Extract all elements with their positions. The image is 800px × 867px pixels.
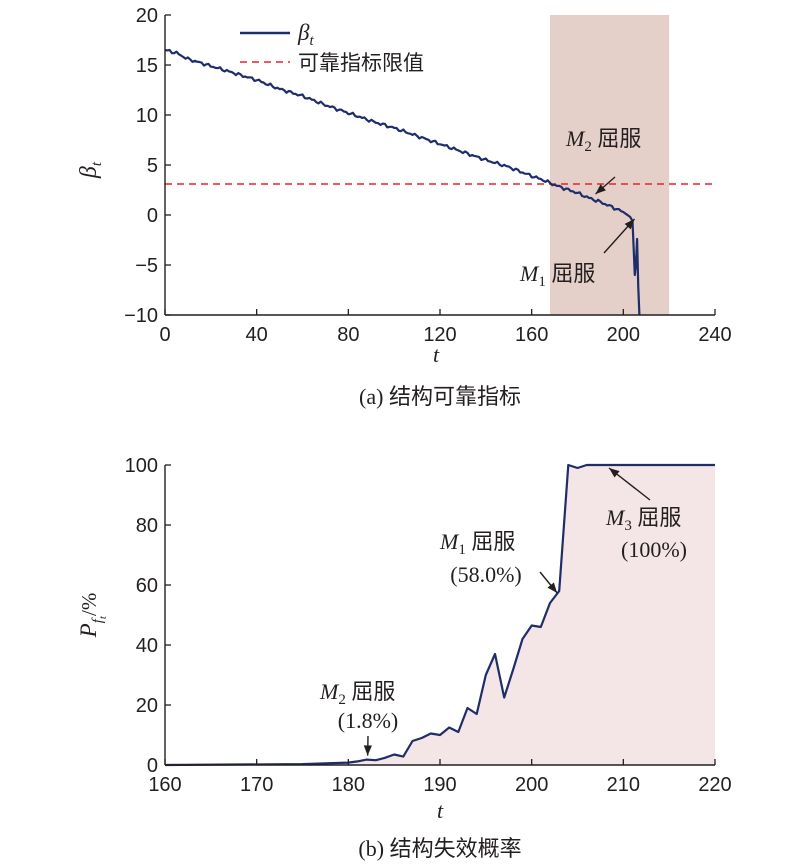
b-annotation-m1: M1 屈服 (439, 529, 515, 558)
a-panel-caption: (a) 结构可靠指标 (359, 384, 521, 409)
a-x-tick-label: 80 (337, 324, 359, 346)
b-y-tick-label: 40 (136, 635, 158, 657)
b-y-axis-label: Pft/% (76, 593, 109, 639)
b-annotation-m3: M3 屈服 (605, 505, 681, 534)
b-arrow-m1-head (547, 582, 558, 593)
b-y-tick-label: 80 (136, 515, 158, 537)
a-x-tick-label: 200 (607, 324, 640, 346)
b-x-tick-label: 190 (423, 774, 456, 796)
b-panel-caption: (b) 结构失效概率 (358, 836, 521, 861)
b-failure-area (165, 465, 715, 765)
a-arrow-m2-head (595, 184, 606, 194)
a-beta-series-line (164, 48, 641, 316)
b-annotation-m3-value: (100%) (621, 537, 687, 562)
b-axes: 160 170 180 190 200 210 220 0 20 40 60 80 100 (125, 455, 732, 796)
a-y-tick-label: −10 (124, 305, 158, 327)
legend-beta-label: βt (297, 20, 314, 49)
b-y-tick-label: 20 (136, 695, 158, 717)
b-y-tick-label: 60 (136, 575, 158, 597)
b-probability-series-line (164, 463, 715, 767)
b-x-tick-label: 160 (148, 774, 181, 796)
a-x-tick-label: 240 (698, 324, 731, 346)
b-x-tick-label: 200 (515, 774, 548, 796)
b-annotation-m2: M2 屈服 (319, 679, 395, 708)
b-x-axis-label: t (437, 798, 444, 823)
a-y-tick-label: 15 (136, 55, 158, 77)
legend-limit-label: 可靠指标限值 (298, 51, 424, 75)
a-x-tick-label: 160 (515, 324, 548, 346)
a-x-tick-label: 120 (423, 324, 456, 346)
a-y-axis-label: βt (76, 161, 105, 179)
b-x-tick-label: 210 (607, 774, 640, 796)
a-y-tick-label: 5 (147, 155, 158, 177)
a-y-tick-label: 0 (147, 205, 158, 227)
a-y-tick-label: −5 (135, 255, 158, 277)
b-annotations: M2 屈服(1.8%) M1 屈服 (58.0%) M3 屈服 (100%) (319, 467, 687, 756)
b-x-tick-label: 220 (698, 774, 731, 796)
b-x-tick-label: 170 (240, 774, 273, 796)
a-annotation-m2: M2 屈服 (565, 126, 641, 155)
a-arrow-m1-head (624, 219, 635, 230)
b-arrow-m3-head (609, 468, 620, 478)
a-highlight-region (550, 15, 670, 315)
a-axes: 0 40 80 120 160 200 240 −10 −5 0 5 10 15 20 (124, 5, 732, 346)
a-y-tick-label: 20 (136, 5, 158, 27)
a-annotations: M2 屈服 M1 屈服 (519, 126, 641, 290)
a-annotation-m1: M1 屈服 (519, 261, 595, 290)
b-y-tick-label: 100 (125, 455, 158, 477)
b-x-tick-label: 180 (332, 774, 365, 796)
b-annotation-m2-value: (1.8%) (338, 708, 398, 733)
a-y-tick-label: 10 (136, 105, 158, 127)
a-x-tick-label: 40 (246, 324, 268, 346)
b-arrow-m2-head (363, 745, 372, 756)
a-x-axis-label: t (433, 342, 440, 367)
b-y-tick-label: 0 (147, 755, 158, 777)
a-x-tick-label: 0 (159, 324, 170, 346)
b-annotation-m1-value: (58.0%) (450, 562, 521, 587)
